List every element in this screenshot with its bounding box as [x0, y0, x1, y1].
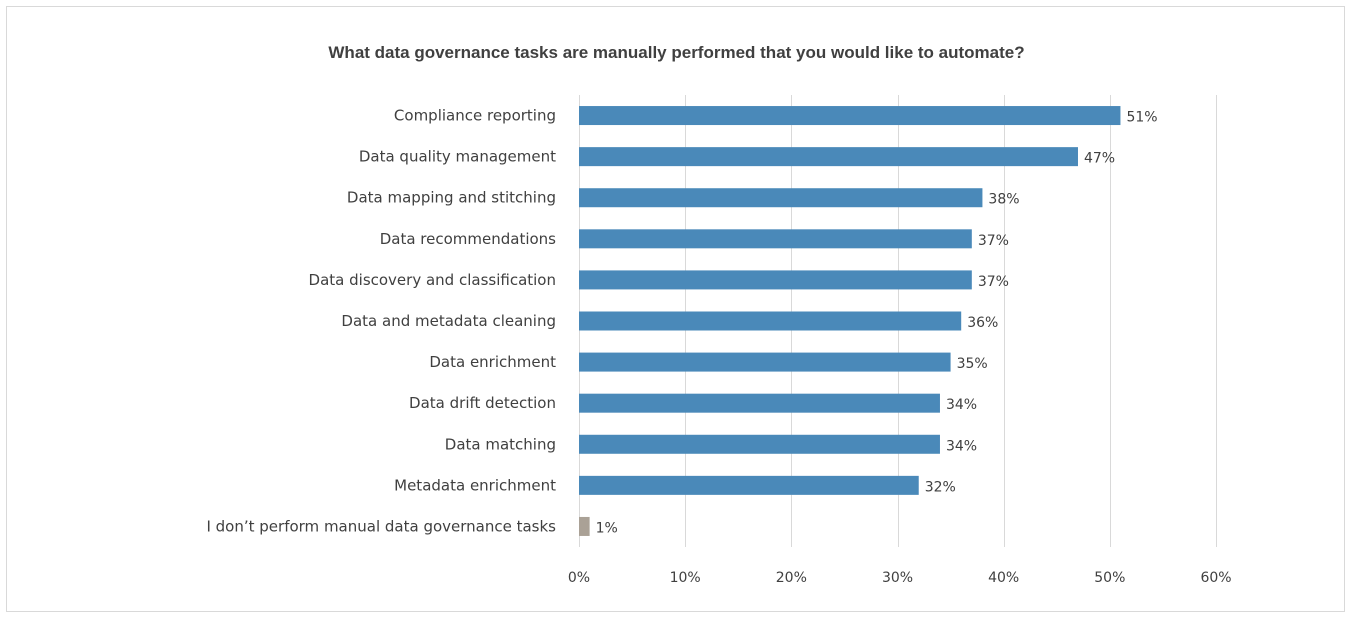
category-label: Data and metadata cleaning: [341, 312, 556, 330]
data-label: 35%: [957, 356, 988, 372]
category-labels: Compliance reporting Data quality managem…: [206, 107, 556, 536]
data-label: 32%: [925, 479, 956, 495]
bar: [579, 188, 983, 208]
category-label: Data discovery and classification: [309, 271, 556, 289]
category-label: Data recommendations: [380, 230, 556, 248]
x-tick-label: 50%: [1094, 570, 1125, 586]
x-tick-label: 60%: [1200, 570, 1231, 586]
data-label: 34%: [946, 438, 977, 454]
category-label: I don’t perform manual data governance t…: [206, 517, 556, 535]
bar: [579, 106, 1121, 126]
category-label: Compliance reporting: [394, 107, 556, 125]
x-tick-label: 10%: [670, 570, 701, 586]
bar: [579, 393, 940, 413]
data-label: 34%: [946, 397, 977, 413]
category-label: Data quality management: [359, 148, 556, 166]
category-label: Metadata enrichment: [394, 476, 556, 494]
bar: [579, 229, 972, 249]
data-label: 37%: [978, 274, 1009, 290]
x-tick-label: 20%: [776, 570, 807, 586]
data-label: 36%: [967, 315, 998, 331]
category-label: Data enrichment: [429, 353, 556, 371]
x-tick-labels: 0% 10% 20% 30% 40% 50% 60%: [568, 570, 1232, 586]
bar: [579, 147, 1078, 167]
category-label: Data mapping and stitching: [347, 189, 556, 207]
data-labels: 51% 47% 38% 37% 37% 36% 35% 34% 34% 32% 1%: [596, 110, 1158, 537]
bar: [579, 434, 940, 454]
bar: [579, 352, 951, 372]
bar: [579, 311, 962, 331]
x-tick-label: 30%: [882, 570, 913, 586]
category-label: Data drift detection: [409, 394, 556, 412]
data-label: 38%: [988, 192, 1019, 208]
category-label: Data matching: [445, 435, 556, 453]
x-tick-label: 0%: [568, 570, 590, 586]
bar: [579, 475, 919, 495]
data-label: 51%: [1126, 110, 1157, 126]
data-label: 47%: [1084, 151, 1115, 167]
bars: [579, 106, 1121, 536]
x-tick-label: 40%: [988, 570, 1019, 586]
chart-title: What data governance tasks are manually …: [328, 43, 1025, 62]
data-label: 37%: [978, 233, 1009, 249]
data-label: 1%: [596, 520, 618, 536]
bar: [579, 516, 590, 536]
bar: [579, 270, 972, 290]
